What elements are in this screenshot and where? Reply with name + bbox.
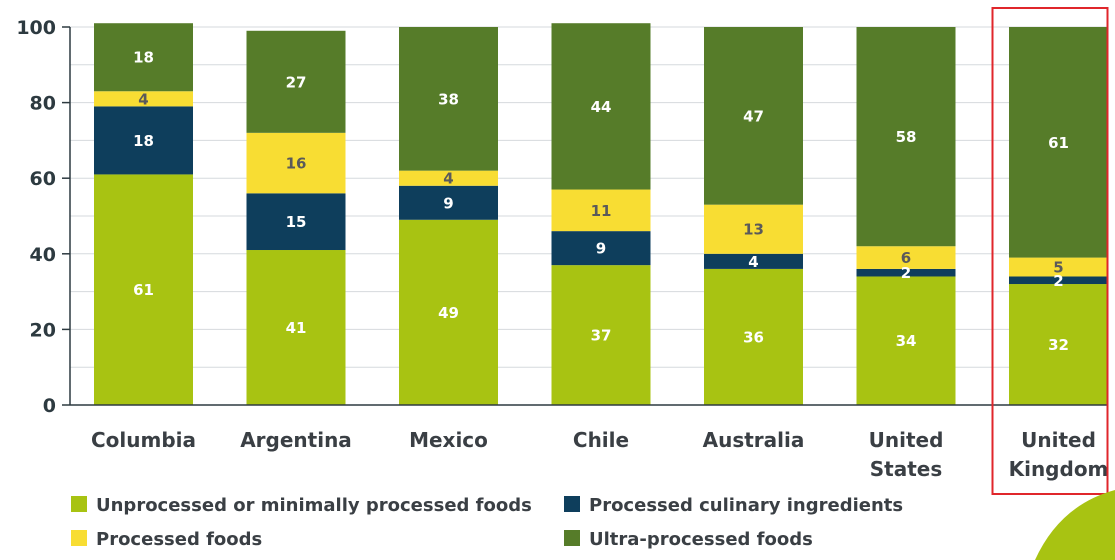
data-label: 32 — [1048, 336, 1069, 354]
bar-segment — [704, 268, 803, 405]
bar-segment — [94, 174, 193, 405]
data-label: 18 — [133, 49, 154, 67]
x-tick-label: Chile — [573, 428, 629, 452]
legend-label: Processed culinary ingredients — [589, 495, 903, 516]
data-label: 15 — [286, 213, 307, 231]
data-label: 6 — [901, 249, 911, 267]
data-label: 38 — [438, 90, 459, 108]
data-label: 37 — [591, 327, 612, 345]
bar-segment — [551, 189, 651, 232]
data-label: 34 — [896, 332, 917, 350]
bar-segment — [399, 185, 498, 220]
bar-segment — [94, 106, 193, 175]
bar-segment — [856, 276, 956, 405]
data-label: 18 — [133, 132, 154, 150]
x-tick-label: Australia — [703, 428, 805, 452]
x-tick-label: United States — [869, 428, 944, 481]
data-label: 58 — [896, 128, 917, 146]
data-label: 5 — [1053, 259, 1063, 277]
data-label: 47 — [743, 107, 764, 125]
data-label: 9 — [596, 240, 606, 258]
bar-segment — [1009, 284, 1108, 405]
data-label: 36 — [743, 328, 764, 346]
highlight-frame — [991, 7, 1109, 495]
legend-label: Unprocessed or minimally processed foods — [96, 495, 532, 516]
data-label: 9 — [443, 194, 453, 212]
x-tick-label: Columbia — [91, 428, 196, 452]
x-tick-label: Mexico — [409, 428, 488, 452]
bar-segment — [856, 27, 956, 247]
bar-segment — [399, 170, 498, 186]
data-label: 11 — [591, 202, 612, 220]
x-tick-label-line: United — [869, 428, 944, 452]
bar-segment — [1009, 257, 1108, 277]
bar-segment — [246, 30, 346, 133]
y-tick-label: 40 — [30, 244, 56, 266]
bar-segment — [1009, 276, 1108, 285]
x-tick-label: United Kingdom — [1009, 428, 1109, 481]
x-tick-label-line: Chile — [573, 428, 629, 452]
data-label: 2 — [1053, 272, 1063, 290]
legend-swatch — [564, 530, 580, 546]
bar-segment — [399, 219, 498, 405]
x-tick-label-line: Australia — [703, 428, 805, 452]
data-labels: 6118418411516274994383791144364134734265… — [133, 49, 1069, 354]
data-label: 4 — [138, 90, 148, 108]
y-tick-label: 100 — [16, 17, 56, 39]
data-label: 41 — [286, 319, 307, 337]
bar-segment — [856, 246, 956, 269]
data-label: 27 — [286, 73, 307, 91]
bar-segment — [1009, 27, 1108, 258]
legend-label: Processed foods — [96, 529, 262, 550]
x-tick-label-line: Columbia — [91, 428, 196, 452]
y-tick-label: 20 — [30, 319, 56, 341]
bar-segment — [246, 132, 346, 194]
y-tick-label: 60 — [30, 168, 56, 190]
bar-segment — [704, 27, 803, 205]
bar-segment — [704, 253, 803, 269]
x-tick-label: Argentina — [240, 428, 352, 452]
data-label: 61 — [133, 281, 154, 299]
x-tick-label-line: Argentina — [240, 428, 352, 452]
legend: Unprocessed or minimally processed foods… — [71, 495, 903, 550]
data-label: 4 — [443, 170, 453, 188]
data-label: 49 — [438, 304, 459, 322]
bar-segment — [94, 91, 193, 107]
data-label: 4 — [748, 253, 758, 271]
data-label: 13 — [743, 221, 764, 239]
bar-segment — [399, 27, 498, 171]
data-label: 44 — [591, 98, 612, 116]
data-label: 2 — [901, 264, 911, 282]
x-tick-label-line: Mexico — [409, 428, 488, 452]
legend-label: Ultra-processed foods — [589, 529, 813, 550]
bar-segment — [246, 193, 346, 251]
legend-swatch — [564, 496, 580, 512]
legend-swatch — [71, 496, 87, 512]
y-tick-label: 80 — [30, 93, 56, 115]
x-tick-label-line: Kingdom — [1009, 457, 1109, 481]
bar-segment — [246, 250, 346, 405]
data-label: 16 — [286, 155, 307, 173]
bars — [94, 23, 1108, 405]
bar-segment — [551, 23, 651, 190]
data-label: 61 — [1048, 134, 1069, 152]
axes: 0 20 40 60 80 100 Columbia Argentina Mexico Chile… — [16, 7, 1109, 495]
y-tick-label: 0 — [43, 395, 56, 417]
x-tick-label-line: United — [1021, 428, 1096, 452]
bar-segment — [856, 268, 956, 277]
bar-segment — [94, 23, 193, 92]
bar-segment — [704, 204, 803, 254]
bar-segment — [551, 265, 651, 405]
bar-segment — [551, 231, 651, 266]
legend-swatch — [71, 530, 87, 546]
x-tick-label-line: States — [870, 457, 943, 481]
decorative-corner-shape — [1035, 490, 1115, 560]
